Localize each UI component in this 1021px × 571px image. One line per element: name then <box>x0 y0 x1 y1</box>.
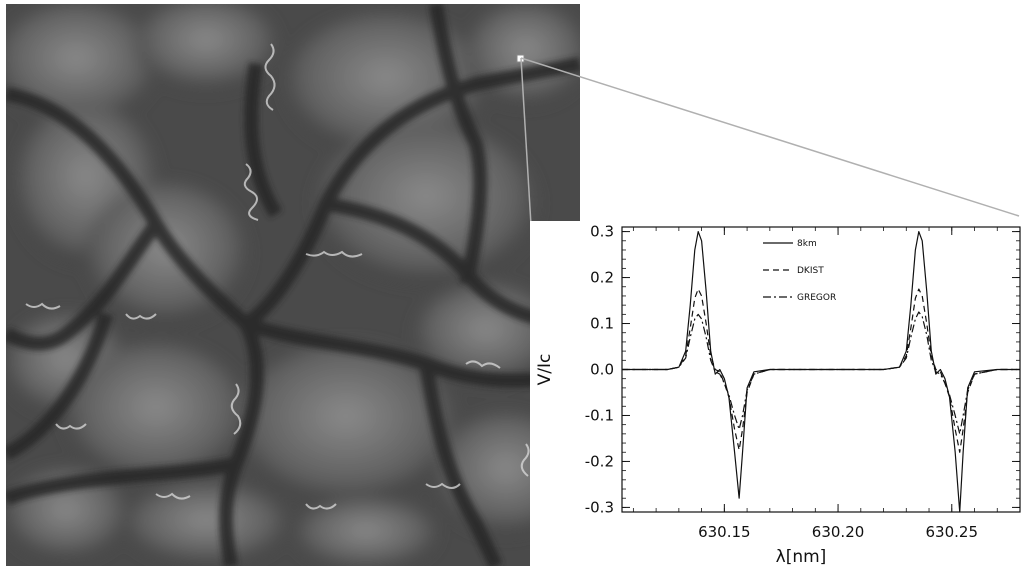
y-tick-label: -0.3 <box>585 498 614 516</box>
x-tick-label: 630.20 <box>812 523 865 541</box>
zoom-connector-line <box>520 57 532 226</box>
granulation-texture <box>6 4 580 566</box>
x-tick-label: 630.25 <box>926 523 979 541</box>
zoom-connector-line <box>520 57 1020 217</box>
x-tick-label: 630.15 <box>698 523 751 541</box>
y-tick-label: -0.1 <box>585 406 614 424</box>
series-line-dkist <box>622 288 1020 453</box>
y-tick-label: 0.1 <box>590 315 614 333</box>
y-tick-label: 0.3 <box>590 223 614 241</box>
legend-label: 8km <box>797 239 817 249</box>
x-axis-label: λ[nm] <box>776 547 827 567</box>
y-tick-label: 0.2 <box>590 269 614 287</box>
y-tick-label: 0.0 <box>590 361 614 379</box>
legend-label: GREGOR <box>797 293 836 303</box>
y-axis-label: V/Ic <box>535 354 555 386</box>
legend-label: DKIST <box>797 266 824 276</box>
solar-granulation-image <box>6 4 580 566</box>
plot-background <box>530 221 1021 571</box>
series-line-gregor <box>622 311 1020 435</box>
y-tick-label: -0.2 <box>585 452 614 470</box>
